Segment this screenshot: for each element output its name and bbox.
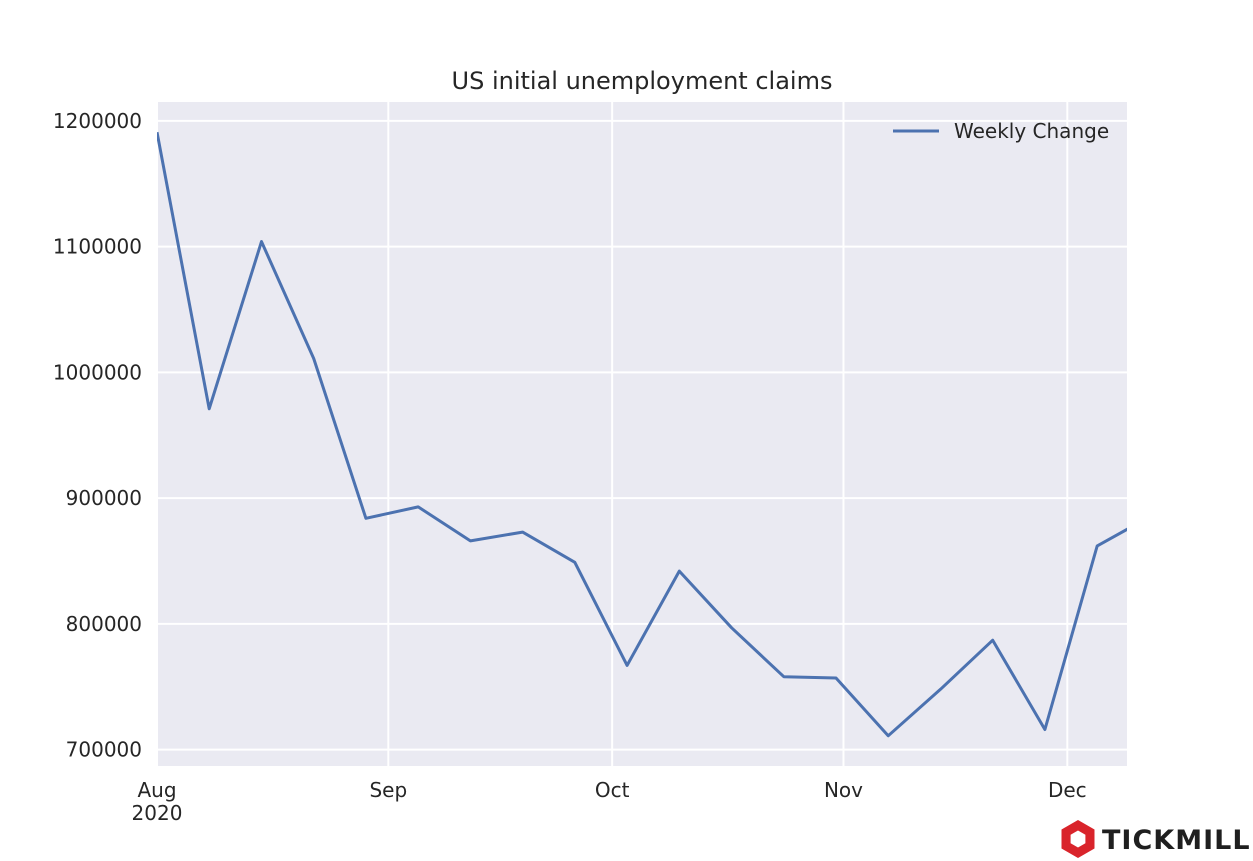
y-tick-label: 800000 (66, 612, 142, 636)
chart-title: US initial unemployment claims (452, 67, 833, 95)
x-tick-label: Sep (369, 778, 407, 802)
plot-background (157, 102, 1127, 766)
series-layer (157, 131, 1127, 738)
y-axis-ticks: 700000 800000 900000 1000000 1100000 1200000 (53, 109, 142, 762)
y-tick-label: 1200000 (53, 109, 142, 133)
x-tick-label: Dec (1048, 778, 1087, 802)
tickmill-hexagon-icon (1061, 820, 1095, 858)
legend: Weekly Change (893, 119, 1109, 143)
x-tick-label: Nov (824, 778, 863, 802)
y-tick-label: 700000 (66, 738, 142, 762)
logo-text: TICKMILL (1102, 825, 1251, 856)
tickmill-logo: TICKMILL (1061, 820, 1251, 858)
y-tick-label: 900000 (66, 486, 142, 510)
series-line (157, 131, 1127, 738)
x-tick-label: Oct (595, 778, 630, 802)
x-tick-sublabel: 2020 (132, 801, 183, 825)
legend-label: Weekly Change (954, 119, 1109, 143)
y-tick-label: 1000000 (53, 360, 142, 384)
y-tick-label: 1100000 (53, 235, 142, 259)
x-tick-label: Aug (137, 778, 176, 802)
